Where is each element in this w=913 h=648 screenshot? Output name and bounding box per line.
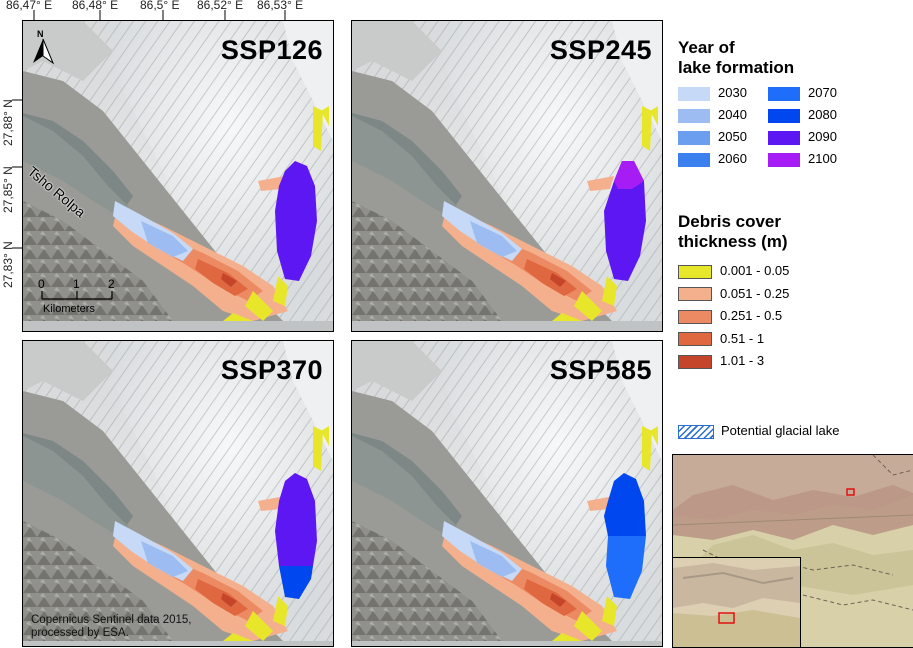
legend-year-item: 2040	[678, 107, 747, 123]
legend-label: 2050	[718, 129, 747, 144]
legend-debris-item: 0.51 - 1	[678, 331, 764, 347]
locator-map	[672, 454, 913, 648]
map-canvas	[23, 341, 333, 641]
inset-map	[673, 557, 801, 647]
legend-year-item: 2030	[678, 85, 747, 101]
lake-2040	[141, 221, 188, 257]
color-swatch	[768, 86, 800, 101]
legend-year-title: Year of lake formation	[678, 38, 794, 78]
legend-label: 0.51 - 1	[720, 330, 765, 346]
scale-tick: 0	[38, 277, 45, 291]
y-tick-marks	[12, 99, 22, 249]
legend-year-item: 2100	[768, 151, 837, 167]
map-canvas	[23, 21, 333, 321]
color-swatch	[678, 108, 710, 123]
legend-label: 0.051 - 0.25	[720, 285, 790, 301]
map-panel-ssp585: SSP585	[351, 340, 663, 647]
legend-debris-title: Debris cover thickness (m)	[678, 212, 788, 252]
panel-title: SSP585	[549, 355, 652, 385]
legend-title-line: Year of	[678, 38, 735, 57]
color-swatch	[678, 152, 710, 167]
scale-tick: 1	[73, 277, 80, 291]
legend-title-line: thickness (m)	[678, 232, 788, 251]
legend-label: 2070	[808, 85, 837, 100]
x-tick-label: 86,5° E	[140, 0, 180, 12]
legend-year-item: 2090	[768, 129, 837, 145]
legend-year-item: 2080	[768, 107, 837, 123]
hatch-swatch	[678, 424, 714, 439]
scale-tick: 2	[108, 277, 115, 291]
panel-title: SSP245	[549, 35, 652, 65]
map-panel-ssp245: SSP245	[351, 20, 663, 332]
legend-potential-lake: Potential glacial lake	[678, 423, 840, 439]
legend-year-item: 2060	[678, 151, 747, 167]
legend-label: 2080	[808, 107, 837, 122]
legend-label: 2040	[718, 107, 747, 122]
map-canvas	[352, 341, 662, 641]
color-swatch	[768, 152, 800, 167]
map-canvas	[352, 21, 662, 321]
color-swatch	[678, 354, 712, 369]
legend-debris-item: 1.01 - 3	[678, 353, 764, 369]
legend-title-line: lake formation	[678, 58, 795, 77]
color-swatch	[678, 332, 712, 347]
credit-line: processed by ESA.	[31, 627, 129, 639]
map-panel-ssp126: SSP126 N Tsho Rolpa 0 1 2 Kilometers	[22, 20, 334, 332]
map-panel-ssp370: SSP370 Copernicus Sentinel data 2015, pr…	[22, 340, 334, 647]
color-swatch	[678, 309, 712, 324]
legend-debris-item: 0.001 - 0.05	[678, 263, 789, 279]
legend-year-item: 2070	[768, 85, 837, 101]
x-tick-label: 86,52° E	[197, 0, 244, 12]
legend-label: 2030	[718, 85, 747, 100]
color-swatch	[678, 130, 710, 145]
scale-unit: Kilometers	[43, 303, 95, 315]
color-swatch	[768, 130, 800, 145]
color-swatch	[678, 86, 710, 101]
x-tick-label: 86,48° E	[72, 0, 119, 12]
color-swatch	[678, 264, 712, 279]
panel-title: SSP370	[220, 355, 323, 385]
legend-year-item: 2050	[678, 129, 747, 145]
legend-debris-item: 0.051 - 0.25	[678, 286, 789, 302]
north-arrow-icon	[33, 38, 55, 65]
panel-title: SSP126	[220, 35, 323, 65]
lake-2090	[275, 161, 317, 281]
legend-label: 2060	[718, 151, 747, 166]
legend-label: Potential glacial lake	[721, 423, 840, 438]
x-tick-label: 86,47° E	[6, 0, 53, 12]
scale-bar: 0 1 2 Kilometers	[37, 277, 127, 317]
north-label: N	[37, 29, 44, 39]
legend-title-line: Debris cover	[678, 212, 781, 231]
x-tick-label: 86,53° E	[257, 0, 304, 12]
credit-line: Copernicus Sentinel data 2015,	[31, 614, 192, 626]
legend-debris-item: 0.251 - 0.5	[678, 308, 782, 324]
color-swatch	[678, 287, 712, 302]
color-swatch	[768, 108, 800, 123]
legend-label: 2090	[808, 129, 837, 144]
legend-label: 1.01 - 3	[720, 353, 765, 368]
image-credit: Copernicus Sentinel data 2015, processed…	[31, 614, 191, 640]
legend-label: 0.001 - 0.05	[720, 263, 790, 278]
legend-label: 2100	[808, 151, 837, 166]
legend-label: 0.251 - 0.5	[720, 308, 783, 323]
